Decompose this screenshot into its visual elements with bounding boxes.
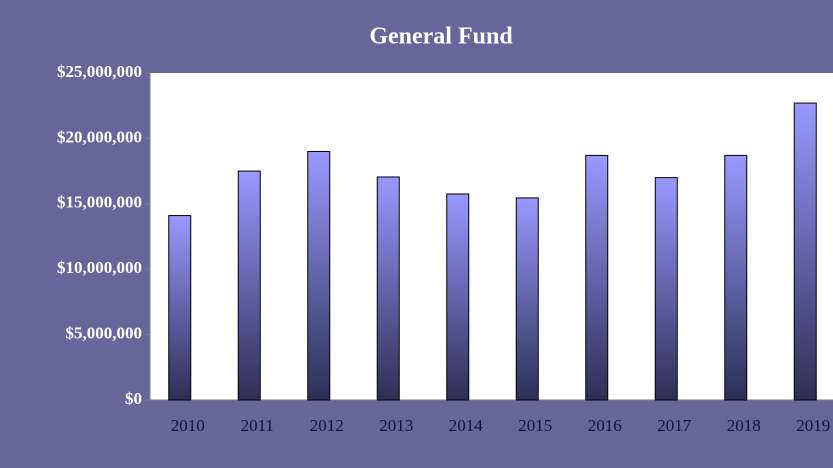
x-tick-label: 2013 <box>379 416 413 435</box>
x-tick-label: 2016 <box>588 416 622 435</box>
bar <box>515 197 539 401</box>
x-tick-label: 2015 <box>518 416 552 435</box>
x-tick-label: 2018 <box>727 416 761 435</box>
bar <box>446 193 470 401</box>
y-tick-label: $10,000,000 <box>57 258 142 277</box>
bar <box>376 176 400 401</box>
y-tick-label: $5,000,000 <box>66 324 143 343</box>
bar <box>793 102 817 401</box>
bar <box>724 154 748 401</box>
bar <box>237 170 261 401</box>
x-tick-label: 2010 <box>171 416 205 435</box>
y-tick-label: $20,000,000 <box>57 127 142 146</box>
x-tick-label: 2019 <box>796 416 830 435</box>
x-tick-label: 2017 <box>657 416 692 435</box>
bar <box>585 154 609 401</box>
y-tick-label: $0 <box>125 389 142 408</box>
x-tick-label: 2014 <box>449 416 484 435</box>
bar <box>307 150 331 401</box>
bar <box>654 177 678 401</box>
bar <box>168 215 192 401</box>
x-tick-label: 2011 <box>241 416 274 435</box>
chart-title: General Fund <box>369 24 513 50</box>
y-tick-label: $15,000,000 <box>57 193 142 212</box>
x-tick-label: 2012 <box>310 416 344 435</box>
y-tick-label: $25,000,000 <box>57 62 142 81</box>
plot-area <box>150 73 833 400</box>
